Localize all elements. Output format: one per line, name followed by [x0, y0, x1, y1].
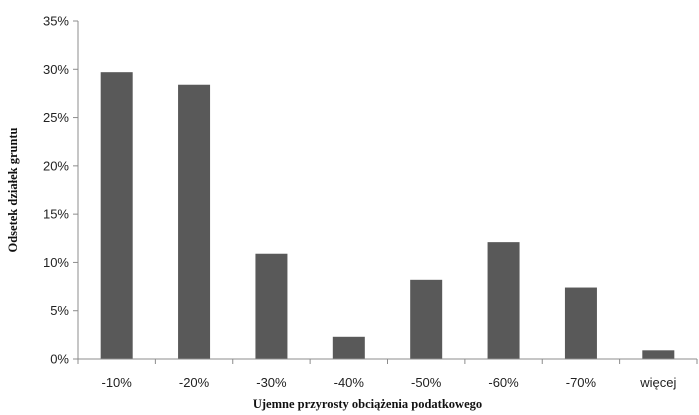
- bar: [332, 336, 365, 359]
- x-tick-label: -40%: [334, 375, 365, 390]
- bar: [564, 287, 597, 359]
- x-tick-label: -10%: [102, 375, 133, 390]
- bar: [487, 242, 520, 359]
- x-tick-label: -50%: [411, 375, 442, 390]
- y-tick-label: 10%: [43, 255, 69, 270]
- y-tick-label: 25%: [43, 110, 69, 125]
- y-tick-label: 0%: [50, 352, 69, 367]
- y-axis-title: Odsetek działek gruntu: [6, 127, 20, 252]
- x-tick-label: więcej: [639, 375, 676, 390]
- bar: [255, 253, 288, 359]
- y-tick-label: 35%: [43, 14, 69, 29]
- x-axis-ticks: -10% -20% -30% -40% -50% -60% -70% więcej: [77, 359, 698, 390]
- bar: [100, 72, 133, 359]
- y-tick-label: 15%: [43, 207, 69, 222]
- y-tick-label: 20%: [43, 158, 69, 173]
- bars: [100, 72, 675, 359]
- y-tick-label: 30%: [43, 62, 69, 77]
- y-axis-ticks: 0% 5% 10% 15% 20% 25% 30% 35%: [43, 14, 78, 367]
- bar: [410, 279, 443, 359]
- bar: [178, 84, 211, 359]
- x-tick-label: -70%: [566, 375, 597, 390]
- x-tick-label: -20%: [179, 375, 210, 390]
- x-tick-label: -60%: [488, 375, 519, 390]
- x-axis-title: Ujemne przyrosty obciążenia podatkowego: [253, 397, 482, 411]
- x-tick-label: -30%: [256, 375, 287, 390]
- bar: [642, 350, 675, 359]
- y-tick-label: 5%: [50, 303, 69, 318]
